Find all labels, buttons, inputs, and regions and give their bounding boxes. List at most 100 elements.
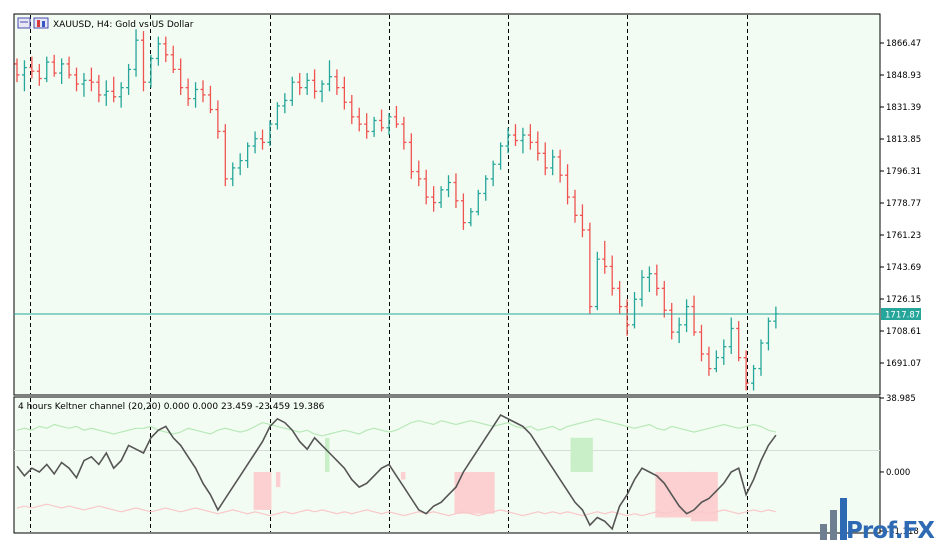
candle (743, 350, 749, 391)
watermark-bar-tall (840, 498, 847, 540)
candle (44, 56, 50, 83)
symbol-title: XAUUSD, H4: Gold vs US Dollar (53, 20, 194, 30)
candle (96, 74, 102, 103)
candle (126, 63, 132, 95)
candle (728, 317, 734, 355)
candle (721, 339, 727, 365)
candle (468, 208, 474, 227)
candle (698, 324, 704, 362)
candle (371, 116, 377, 137)
candle (326, 60, 332, 92)
candle (111, 76, 117, 103)
candle (393, 105, 399, 128)
keltner-lower-band (16, 503, 777, 517)
current-price-tag: 1717.87 (881, 308, 921, 321)
watermark-bar-mid (830, 510, 837, 540)
candle (594, 251, 600, 311)
price-panel (13, 13, 881, 396)
keltner-upper-band (16, 418, 777, 437)
candle (639, 270, 645, 307)
candle (490, 160, 496, 187)
candle (237, 153, 243, 176)
symbol-header: XAUUSD, H4: Gold vs US Dollar (17, 17, 194, 30)
candle (758, 339, 764, 376)
candle (59, 58, 65, 84)
candle (572, 189, 578, 223)
candle (274, 102, 280, 130)
candle (148, 54, 154, 88)
candle (624, 299, 630, 336)
candle (349, 94, 355, 125)
chart-type-icon[interactable] (33, 17, 49, 29)
candle (193, 82, 199, 108)
candle (118, 82, 124, 108)
chart-type-icon-bar-red (37, 20, 40, 27)
candle (155, 36, 161, 66)
candle (602, 240, 608, 274)
candle (103, 80, 109, 106)
candle (535, 131, 541, 161)
histogram-bar (454, 471, 495, 514)
candle (312, 69, 318, 99)
candle (550, 149, 556, 176)
candle (669, 302, 675, 340)
candle (341, 76, 347, 110)
histogram-bar (253, 471, 272, 510)
candle (356, 107, 362, 132)
price-tick-label: 1708.61 (886, 327, 921, 337)
candle (215, 100, 221, 139)
ind-tick-label: 38.985 (886, 394, 916, 404)
ind-tick-label: 0.000 (886, 468, 910, 478)
window-menu-icon[interactable] (17, 17, 31, 29)
candle (431, 186, 437, 212)
candle (736, 321, 742, 362)
candle (423, 169, 429, 205)
candle (386, 113, 392, 136)
histogram-bar (275, 471, 281, 488)
watermark-text: Prof.FX (846, 518, 935, 544)
candle (505, 127, 511, 154)
ind-tick-label: -31.118 (886, 527, 919, 537)
candle (661, 281, 667, 318)
candle (29, 56, 35, 79)
candle (587, 222, 593, 314)
candle (654, 264, 660, 296)
price-axis: 1866.47 1848.93 1831.39 1813.85 1796.31 1778.… (880, 39, 921, 369)
candle (646, 266, 652, 292)
candle (617, 281, 623, 314)
candle (267, 120, 273, 147)
candle (557, 149, 563, 183)
histogram-bar (400, 471, 406, 480)
price-tick-label: 1848.93 (886, 71, 921, 81)
candle (438, 186, 444, 209)
candle (170, 45, 176, 74)
candle (475, 189, 481, 216)
candle (289, 76, 295, 106)
candle (408, 133, 414, 179)
candle (222, 124, 228, 187)
candle (245, 142, 251, 168)
candle (765, 317, 771, 351)
watermark-bar-short (820, 524, 827, 540)
candle (88, 67, 94, 92)
price-tick-label: 1726.15 (886, 295, 921, 305)
chart-type-icon-bar-blue (42, 21, 45, 27)
candle (260, 129, 266, 150)
candle (66, 56, 72, 79)
candle (691, 295, 697, 336)
candle (185, 78, 191, 106)
current-price-tag-bg (881, 308, 921, 320)
candle (21, 60, 27, 92)
candle (379, 109, 385, 132)
keltner-oscillator-line (16, 413, 777, 531)
candle (334, 69, 340, 95)
current-price-value: 1717.87 (885, 311, 920, 321)
indicator-histogram (253, 437, 718, 522)
candle (713, 350, 719, 373)
candle (453, 173, 459, 209)
candle (609, 255, 615, 296)
candle (230, 162, 236, 187)
histogram-bar (325, 437, 330, 472)
price-tick-label: 1743.69 (886, 263, 921, 273)
candle (163, 36, 169, 63)
